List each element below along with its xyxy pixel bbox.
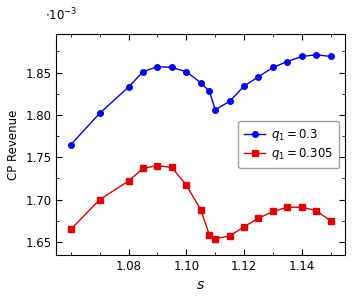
$q_1 = 0.305$ [213, 237, 217, 240]
$q_1 = 0.3$ [155, 65, 159, 68]
$q_1 = 0.305$ [242, 225, 246, 228]
Line: $q_1 = 0.305$: $q_1 = 0.305$ [68, 163, 333, 241]
$q_1 = 0.305$ [227, 234, 232, 238]
$q_1 = 0.3$ [256, 75, 260, 79]
$q_1 = 0.305$ [314, 209, 318, 212]
$q_1 = 0.3$ [207, 89, 212, 93]
$q_1 = 0.3$ [98, 112, 102, 115]
$q_1 = 0.3$ [184, 70, 188, 74]
Text: $\cdot10^{-3}$: $\cdot10^{-3}$ [45, 7, 77, 24]
$q_1 = 0.3$ [69, 143, 73, 146]
$q_1 = 0.3$ [199, 81, 203, 85]
Legend: $q_1 = 0.3$, $q_1 = 0.305$: $q_1 = 0.3$, $q_1 = 0.305$ [238, 121, 339, 168]
$q_1 = 0.305$ [155, 164, 159, 167]
$q_1 = 0.3$ [300, 55, 304, 58]
$q_1 = 0.3$ [213, 108, 217, 112]
$q_1 = 0.305$ [126, 179, 131, 183]
Y-axis label: CP Revenue: CP Revenue [7, 109, 20, 180]
$q_1 = 0.305$ [300, 205, 304, 209]
X-axis label: $s$: $s$ [196, 278, 205, 292]
$q_1 = 0.305$ [328, 219, 333, 222]
$q_1 = 0.305$ [207, 233, 212, 237]
$q_1 = 0.305$ [170, 166, 174, 169]
$q_1 = 0.3$ [126, 85, 131, 89]
$q_1 = 0.305$ [141, 167, 145, 170]
$q_1 = 0.305$ [98, 198, 102, 202]
$q_1 = 0.305$ [285, 205, 289, 209]
Line: $q_1 = 0.3$: $q_1 = 0.3$ [68, 52, 333, 147]
$q_1 = 0.305$ [184, 183, 188, 187]
$q_1 = 0.3$ [141, 70, 145, 74]
$q_1 = 0.3$ [227, 100, 232, 103]
$q_1 = 0.3$ [242, 84, 246, 88]
$q_1 = 0.305$ [69, 228, 73, 231]
$q_1 = 0.3$ [314, 53, 318, 57]
$q_1 = 0.3$ [170, 66, 174, 69]
$q_1 = 0.305$ [256, 216, 260, 220]
$q_1 = 0.3$ [328, 55, 333, 58]
$q_1 = 0.3$ [285, 60, 289, 63]
$q_1 = 0.3$ [271, 66, 275, 69]
$q_1 = 0.305$ [199, 208, 203, 212]
$q_1 = 0.305$ [271, 210, 275, 213]
